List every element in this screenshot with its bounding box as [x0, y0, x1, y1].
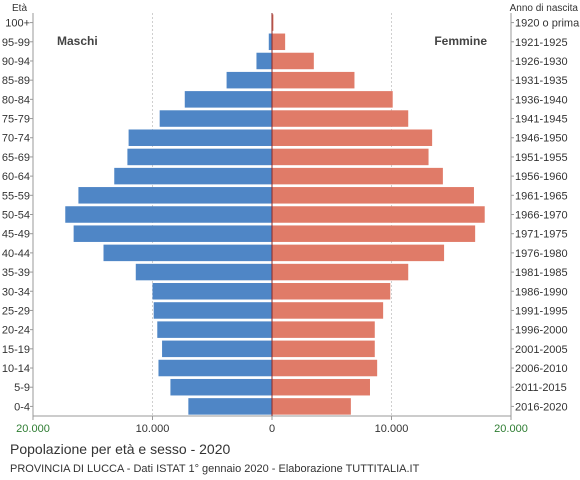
series-label-femmine: Femmine	[434, 34, 487, 48]
birth-year-label: 1981-1985	[515, 267, 568, 279]
birth-year-label: 1936-1940	[515, 94, 568, 106]
bar-maschi-10-14	[158, 359, 272, 377]
bar-maschi-30-34	[152, 283, 272, 300]
x-tick-label: 20.000	[16, 423, 50, 435]
bar-maschi-35-39	[135, 263, 272, 281]
age-label: 85-89	[2, 75, 30, 87]
bar-femmine-0-4	[272, 398, 351, 415]
age-label: 0-4	[14, 401, 30, 413]
bar-maschi-40-44	[103, 244, 272, 262]
age-label: 60-64	[2, 171, 30, 183]
age-label: 55-59	[2, 190, 30, 202]
bar-femmine-5-9	[272, 378, 370, 396]
bar-maschi-25-29	[153, 302, 272, 319]
birth-year-label: 2011-2015	[515, 382, 567, 394]
age-label: 15-19	[2, 344, 30, 356]
birth-year-label: 1991-1995	[515, 305, 568, 317]
birth-year-label: 1961-1965	[515, 190, 568, 202]
x-tick-label: 20.000	[494, 423, 528, 435]
age-label: 5-9	[14, 382, 30, 394]
birth-year-label: 1956-1960	[515, 171, 568, 183]
age-label: 30-34	[2, 286, 30, 298]
age-label: 90-94	[2, 56, 30, 68]
series-label-maschi: Maschi	[57, 34, 98, 48]
birth-year-label: 1976-1980	[515, 248, 568, 260]
birth-year-label: 1971-1975	[515, 229, 568, 241]
bar-femmine-35-39	[272, 263, 409, 281]
age-label: 20-24	[2, 325, 30, 337]
bar-femmine-100+	[272, 14, 274, 31]
age-label: 100+	[5, 18, 30, 30]
birth-year-label: 1941-1945	[515, 114, 568, 126]
bar-femmine-55-59	[272, 187, 474, 204]
bar-femmine-65-69	[272, 148, 429, 166]
birth-year-label: 1946-1950	[515, 133, 568, 145]
bar-maschi-65-69	[127, 148, 272, 166]
age-label: 70-74	[2, 133, 30, 145]
bar-femmine-25-29	[272, 302, 384, 319]
birth-year-label: 1926-1930	[515, 56, 568, 68]
chart-subtitle: PROVINCIA DI LUCCA - Dati ISTAT 1° genna…	[10, 463, 420, 475]
bar-maschi-70-74	[128, 129, 272, 146]
bar-femmine-85-89	[272, 71, 355, 89]
bars	[65, 14, 485, 415]
age-label: 75-79	[2, 114, 30, 126]
bar-femmine-90-94	[272, 52, 314, 70]
birth-year-label: 1996-2000	[515, 325, 568, 337]
bar-femmine-70-74	[272, 129, 433, 146]
age-label: 40-44	[2, 248, 30, 260]
bar-maschi-15-19	[162, 340, 272, 358]
bar-maschi-80-84	[184, 91, 272, 108]
bar-femmine-95-99	[272, 33, 286, 51]
age-label: 45-49	[2, 229, 30, 241]
age-axis-title: Età	[12, 3, 27, 14]
bar-maschi-55-59	[78, 187, 272, 204]
age-label: 65-69	[2, 152, 30, 164]
x-tick-label: 10.000	[136, 423, 170, 435]
x-tick-label: 10.000	[375, 423, 409, 435]
age-label: 35-39	[2, 267, 30, 279]
birth-year-label: 2016-2020	[515, 401, 568, 413]
age-label: 25-29	[2, 305, 30, 317]
bar-maschi-85-89	[226, 71, 272, 89]
age-label: 80-84	[2, 94, 30, 106]
age-label: 50-54	[2, 210, 30, 222]
bar-femmine-30-34	[272, 283, 391, 300]
birth-year-label: 1931-1935	[515, 75, 568, 87]
bar-maschi-50-54	[65, 206, 272, 223]
birth-year-label: 2001-2005	[515, 344, 568, 356]
birth-year-label: 1986-1990	[515, 286, 568, 298]
bar-femmine-20-24	[272, 321, 375, 338]
bar-femmine-60-64	[272, 167, 443, 185]
bar-maschi-20-24	[157, 321, 272, 338]
age-label: 95-99	[2, 37, 30, 49]
bar-femmine-75-79	[272, 110, 409, 127]
chart-title: Popolazione per età e sesso - 2020	[10, 441, 231, 457]
x-tick-label: 0	[269, 423, 275, 435]
birth-year-label: 1951-1955	[515, 152, 568, 164]
bar-femmine-45-49	[272, 225, 476, 242]
axes: 100+ 1920 o prima 95-99 1921-1925 90-94 1926-…	[2, 13, 580, 435]
bar-maschi-60-64	[114, 167, 272, 185]
bar-femmine-80-84	[272, 91, 393, 108]
birth-year-label: 2006-2010	[515, 363, 568, 375]
birth-year-axis-title: Anno di nascita	[510, 3, 579, 14]
bar-maschi-0-4	[188, 398, 272, 415]
birth-year-label: 1966-1970	[515, 210, 568, 222]
bar-maschi-5-9	[170, 378, 272, 396]
bar-maschi-90-94	[256, 52, 272, 70]
bar-femmine-50-54	[272, 206, 485, 223]
bar-maschi-75-79	[159, 110, 272, 127]
birth-year-label: 1920 o prima	[515, 18, 580, 30]
bar-femmine-15-19	[272, 340, 375, 358]
bar-femmine-10-14	[272, 359, 378, 377]
birth-year-label: 1921-1925	[515, 37, 568, 49]
age-label: 10-14	[2, 363, 30, 375]
bar-maschi-95-99	[268, 33, 272, 51]
bar-femmine-40-44	[272, 244, 445, 262]
bar-maschi-45-49	[73, 225, 272, 242]
